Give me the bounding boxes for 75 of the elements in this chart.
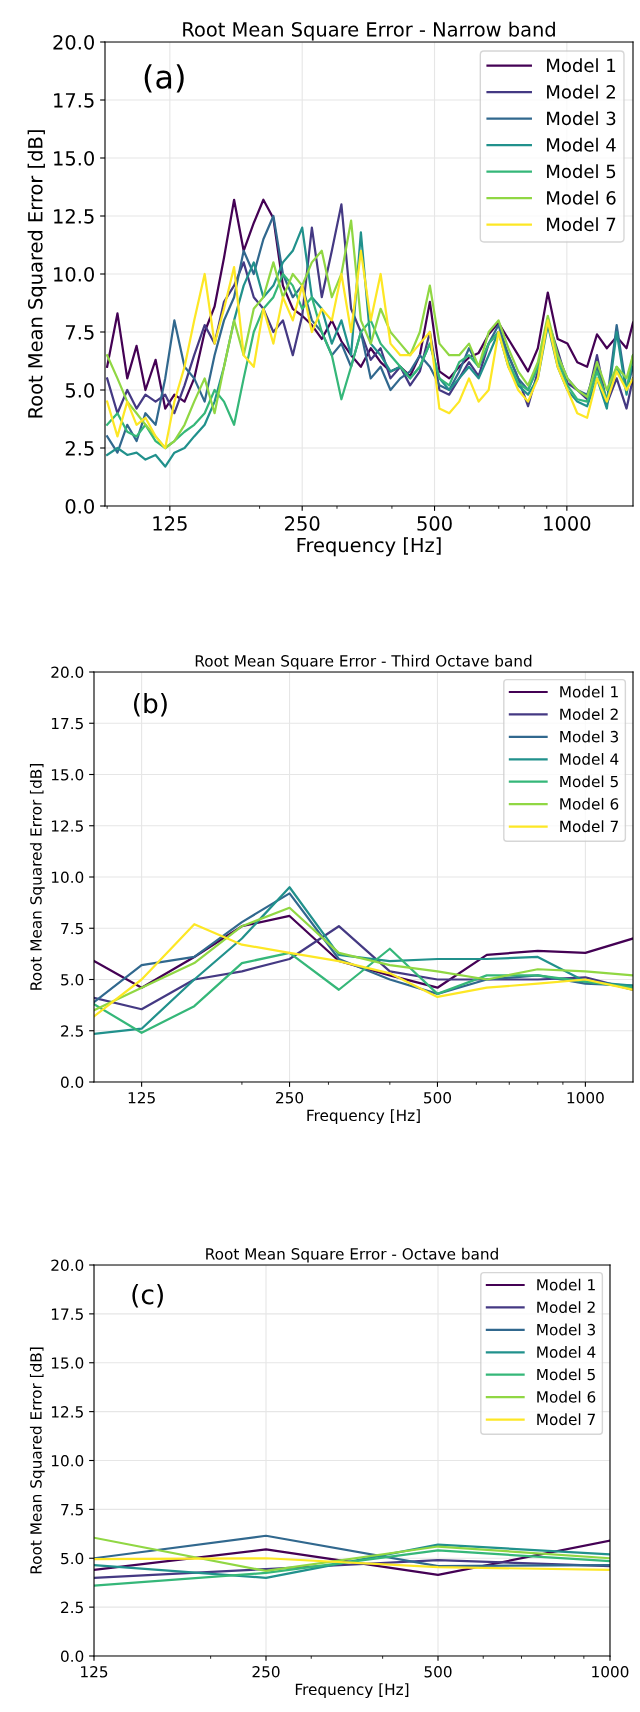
x-axis-title: Frequency [Hz] (297, 537, 441, 557)
x-tick-label: 250 (276, 1091, 304, 1104)
x-tick-label: 250 (252, 1665, 280, 1678)
y-tick-label: 12.5 (54, 208, 94, 224)
line-series (94, 1557, 610, 1572)
y-tick-label: 2.5 (61, 1025, 83, 1037)
legend-label: Model 5 (537, 1368, 595, 1381)
y-tick-label: 5.0 (61, 973, 84, 986)
legend-label: Model 4 (547, 137, 616, 152)
annotation: (b) (134, 692, 167, 717)
y-tick-label: 7.5 (61, 1504, 83, 1516)
y-tick-label: 17.5 (54, 93, 94, 108)
y-tick-label: 10.0 (51, 871, 84, 884)
legend-label: Model 5 (560, 775, 618, 788)
legend-label: Model 7 (537, 1413, 595, 1426)
legend-label: Model 4 (537, 1346, 596, 1358)
x-tick-label: 500 (424, 1665, 452, 1678)
legend-label: Model 6 (560, 797, 619, 810)
y-tick-label: 17.5 (51, 1308, 83, 1320)
annotation: (a) (144, 64, 184, 93)
legend-label: Model 3 (560, 730, 619, 743)
x-axis-title: Frequency [Hz] (307, 1109, 420, 1125)
y-axis-title: Root Mean Squared Error [dB] (29, 1347, 45, 1574)
legend-label: Model 1 (537, 1278, 595, 1291)
y-tick-label: 15.0 (51, 768, 84, 781)
y-tick-label: 17.5 (51, 717, 83, 730)
y-tick-label: 7.5 (65, 325, 94, 340)
annotation: (c) (132, 1284, 163, 1308)
x-tick-label: 500 (424, 1091, 452, 1104)
y-tick-label: 0.0 (60, 1076, 84, 1089)
line-series (94, 1549, 610, 1587)
y-tick-label: 20.0 (53, 34, 94, 50)
y-tick-label: 5.0 (61, 1552, 84, 1565)
y-tick-label: 12.5 (51, 820, 83, 832)
y-tick-label: 15.0 (54, 150, 94, 166)
x-tick-label: 1000 (592, 1665, 629, 1678)
legend-label: Model 4 (560, 753, 619, 765)
y-tick-label: 10.0 (51, 1454, 84, 1467)
y-tick-label: 20.0 (51, 1259, 84, 1272)
y-axis-title: Root Mean Squared Error [dB] (27, 130, 47, 418)
y-tick-label: 7.5 (61, 922, 83, 935)
y-tick-label: 0.0 (65, 498, 94, 514)
legend-label: Model 3 (547, 111, 616, 126)
y-tick-label: 15.0 (51, 1357, 84, 1369)
legend-label: Model 6 (537, 1390, 596, 1403)
y-tick-label: 5.0 (65, 382, 94, 398)
x-axis-title: Frequency [Hz] (295, 1683, 409, 1699)
legend-label: Model 7 (547, 217, 616, 232)
legend-label: Model 3 (537, 1323, 596, 1336)
legend-label: Model 2 (547, 84, 615, 99)
line-series (94, 1559, 610, 1579)
legend-label: Model 1 (560, 685, 618, 698)
y-tick-label: 2.5 (65, 440, 94, 456)
x-tick-label: 125 (128, 1091, 155, 1104)
y-tick-label: 2.5 (61, 1601, 83, 1614)
chart-title: Root Mean Square Error - Third Octave band (195, 654, 532, 670)
y-axis-title: Root Mean Squared Error [dB] (29, 764, 45, 990)
chart-title: Root Mean Square Error - Octave band (206, 1247, 498, 1263)
y-tick-label: 10.0 (54, 266, 94, 282)
x-tick-label: 125 (153, 516, 187, 531)
legend-label: Model 1 (547, 58, 616, 73)
legend-label: Model 6 (547, 190, 616, 205)
legend-label: Model 2 (560, 708, 618, 720)
legend-label: Model 5 (547, 164, 616, 179)
legend-label: Model 7 (560, 820, 618, 833)
y-tick-label: 12.5 (51, 1406, 83, 1418)
chart-title: Root Mean Square Error - Narrow band (183, 21, 555, 41)
y-tick-label: 20.0 (51, 666, 84, 679)
x-tick-label: 1000 (544, 516, 591, 531)
y-tick-label: 0.0 (60, 1650, 84, 1663)
legend-label: Model 2 (537, 1301, 595, 1313)
x-tick-label: 250 (285, 516, 320, 531)
x-tick-label: 125 (81, 1665, 108, 1678)
x-tick-label: 1000 (567, 1091, 604, 1104)
x-tick-label: 500 (417, 516, 452, 531)
